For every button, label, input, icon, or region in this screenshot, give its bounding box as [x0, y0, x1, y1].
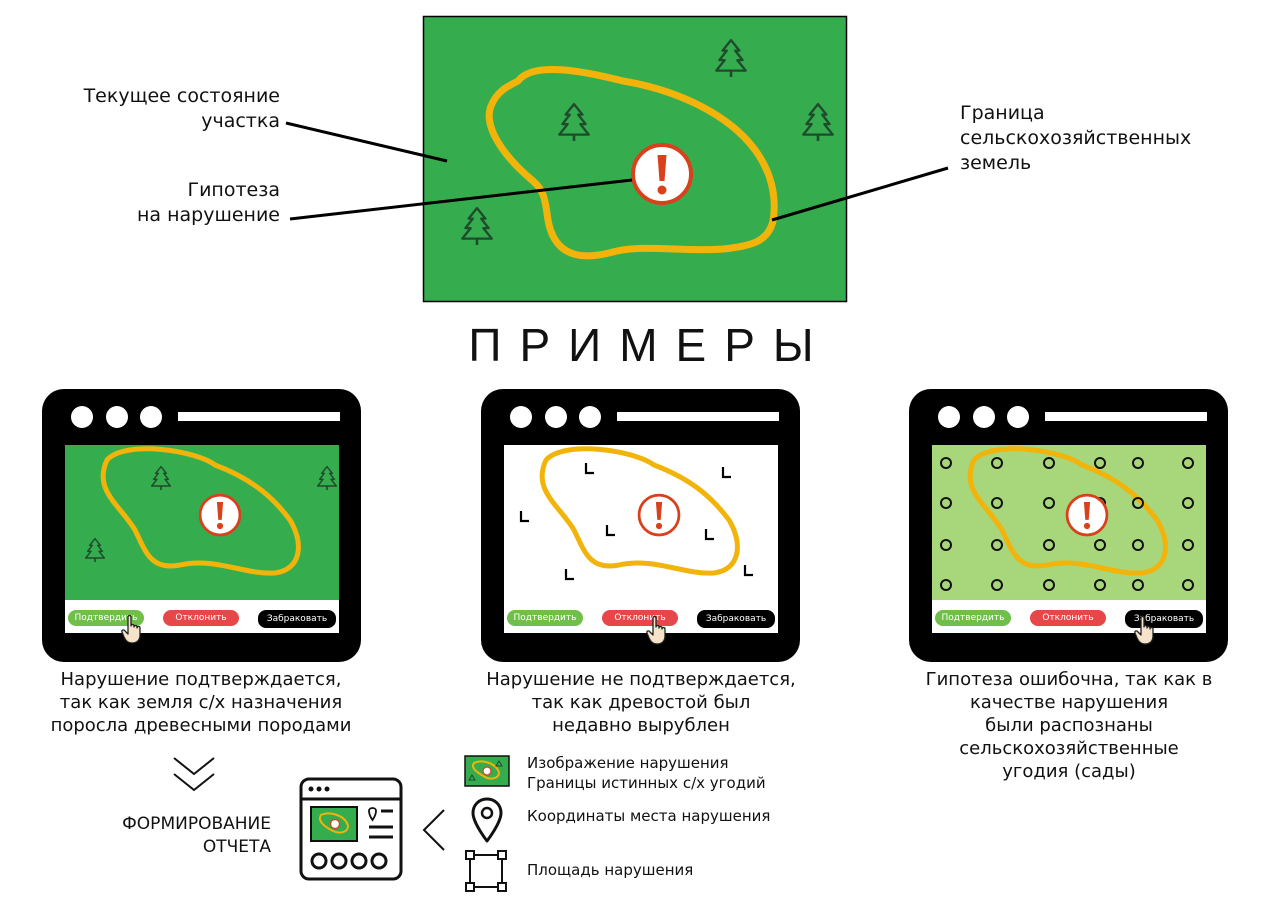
- stump-icon: [519, 463, 753, 581]
- reject-button[interactable]: Отклонить: [602, 610, 678, 626]
- example-caption-3: Гипотеза ошибочна, так как в качестве нар…: [925, 669, 1213, 782]
- discard-button[interactable]: Забраковать: [258, 610, 336, 628]
- window-chrome: [71, 406, 340, 428]
- label-hypothesis: Гипотеза на нарушение: [136, 179, 280, 226]
- chevron-left-icon: [422, 809, 445, 851]
- example-caption-2: Нарушение не подтверждается, так как древ…: [486, 669, 796, 736]
- area-frame-icon: [465, 850, 507, 892]
- confirm-button[interactable]: Подтвердить: [935, 610, 1011, 626]
- example-window-1: Подтвердить Отклонить Забраковать: [42, 389, 361, 662]
- discard-button[interactable]: Забраковать: [697, 610, 775, 628]
- reject-button[interactable]: Отклонить: [163, 610, 239, 626]
- map-pin-icon: [471, 797, 503, 843]
- pointer-hand-icon: [1134, 615, 1154, 645]
- reject-button[interactable]: Отклонить: [1030, 610, 1106, 626]
- alert-icon: [637, 493, 681, 537]
- examples-title: ПРИМЕРЫ: [468, 319, 832, 371]
- report-item-area: Площадь нарушения: [527, 861, 694, 879]
- report-item-image: Изображение нарушения Границы истинных с/…: [527, 754, 766, 792]
- window-chrome: [938, 406, 1207, 428]
- label-current-state: Текущее состояние участка: [83, 85, 280, 132]
- example-map-2: [504, 445, 778, 600]
- report-item-coordinates: Координаты места нарушения: [527, 807, 771, 825]
- pointer-hand-icon: [121, 614, 141, 644]
- example-map-3: [932, 445, 1206, 600]
- pointer-hand-icon: [646, 615, 666, 645]
- violation-image-icon: [464, 755, 510, 787]
- report-window-icon: [299, 777, 403, 881]
- alert-icon: [1065, 493, 1109, 537]
- chevron-down-icon: [173, 757, 215, 792]
- shrub-icon: [940, 457, 1194, 591]
- example-window-3: Подтвердить Отклонить Забраковать: [909, 389, 1228, 662]
- alert-icon: [198, 493, 242, 537]
- window-chrome: [510, 406, 779, 428]
- report-label: ФОРМИРОВАНИЕ ОТЧЕТА: [122, 814, 271, 857]
- confirm-button[interactable]: Подтвердить: [68, 610, 144, 626]
- leader-lines: [285, 121, 949, 222]
- main-map: [422, 15, 848, 303]
- confirm-button[interactable]: Подтвердить: [507, 610, 583, 626]
- example-caption-1: Нарушение подтверждается, так как земля с…: [50, 669, 352, 736]
- label-border: Граница сельскохозяйственных земель: [960, 102, 1192, 174]
- example-map-1: [65, 445, 339, 600]
- example-window-2: Подтвердить Отклонить Забраковать: [481, 389, 800, 662]
